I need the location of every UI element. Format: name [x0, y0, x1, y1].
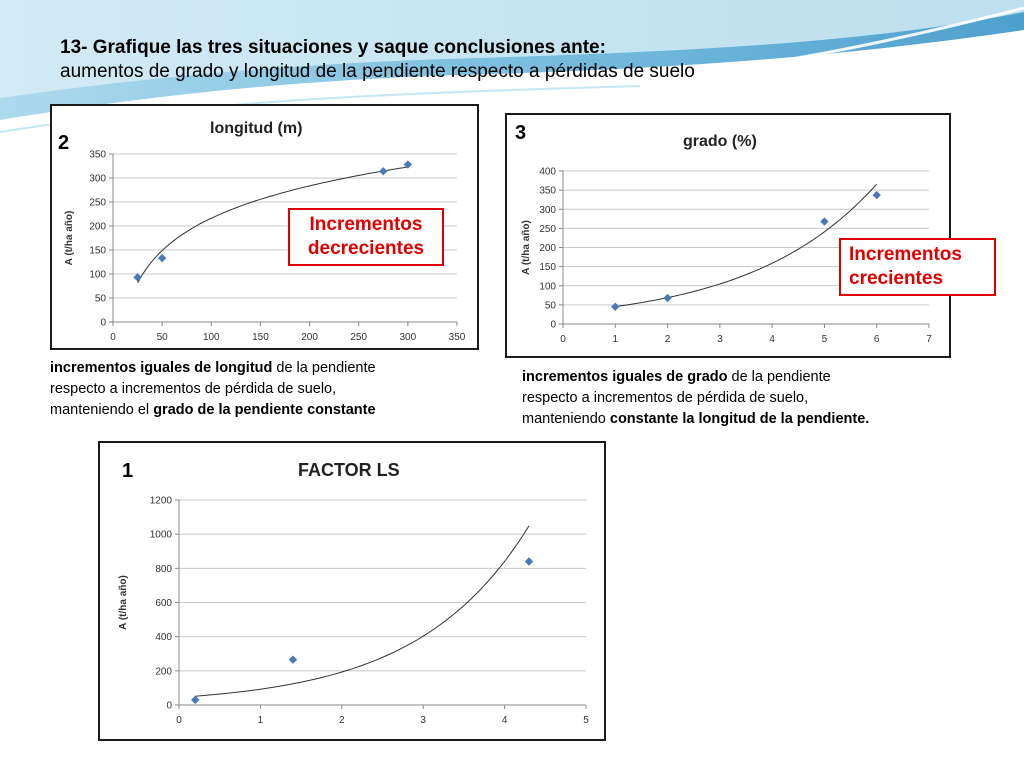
chart-1-ytick-label: 1200 — [150, 496, 173, 507]
chart-3-xtick-label: 6 — [874, 334, 880, 345]
chart-3-point — [820, 217, 829, 226]
chart-3-xtick-label: 3 — [717, 334, 723, 345]
chart-panel-1: 0 200 400 600 800 1000 1200 0 1 2 3 4 5 A (t/ha año) … — [98, 441, 606, 741]
caption-2-text-1: de la pendiente — [272, 360, 376, 376]
chart-3-xtick-label: 1 — [613, 334, 619, 345]
chart-2-svg: 0 50 100 150 200 250 300 350 0 50 100 150 200 250 300 3… — [64, 150, 466, 344]
chart-2-annotation: Incrementos decrecientes — [288, 208, 444, 266]
heading: 13- Grafique las tres situaciones y saqu… — [60, 36, 1010, 84]
caption-3-text-2: respecto a incrementos de pérdida de sue… — [522, 390, 809, 406]
chart-2-annotation-line-1: Incrementos — [309, 214, 423, 235]
chart-3-ytick-label: 100 — [539, 281, 556, 292]
chart-2-ytick-label: 250 — [89, 198, 106, 209]
chart-1-ytick-label: 400 — [155, 632, 172, 643]
chart-1-xtick-label: 5 — [583, 715, 589, 726]
chart-1-xtick-label: 2 — [339, 715, 345, 726]
chart-2-xtick-label: 300 — [400, 332, 417, 343]
chart-2-annotation-line-2: decrecientes — [307, 238, 425, 259]
chart-2-point — [133, 273, 142, 282]
chart-2-xtick-label: 100 — [203, 332, 220, 343]
caption-2-text-3: manteniendo el — [50, 402, 154, 418]
chart-1-point — [524, 557, 534, 566]
chart-2-ytick-label: 350 — [89, 150, 106, 161]
caption-3-bold-1: incrementos iguales de grado — [522, 369, 728, 385]
chart-2-ytick-label: 150 — [89, 246, 106, 257]
chart-3-ytick-label: 300 — [539, 205, 556, 216]
chart-2-ytick-label: 100 — [89, 270, 106, 281]
chart-2-number: 2 — [58, 132, 70, 154]
chart-3-ylabel: A (t/ha año) — [521, 220, 532, 275]
chart-1-ytick-label: 800 — [155, 564, 172, 575]
chart-3-trendline — [615, 183, 878, 308]
caption-chart-3: incrementos iguales de grado de la pendi… — [522, 367, 982, 430]
chart-1-ytick-label: 200 — [155, 666, 172, 677]
caption-3-bold-2: constante la longitud de la pendiente. — [609, 411, 870, 427]
caption-3-text-3: manteniendo — [522, 411, 610, 427]
chart-3-ytick-label: 400 — [539, 167, 556, 178]
chart-1-point — [191, 695, 200, 705]
chart-3-ytick-label: 200 — [539, 243, 556, 254]
chart-3-point — [611, 302, 620, 311]
heading-line-1: 13- Grafique las tres situaciones y saqu… — [60, 37, 606, 58]
chart-3-ytick-label: 250 — [539, 224, 556, 235]
chart-1-xtick-label: 0 — [176, 715, 182, 726]
chart-3-title: grado (%) — [683, 133, 757, 150]
chart-1-svg: 0 200 400 600 800 1000 1200 0 1 2 3 4 5 A (t/ha año) — [118, 496, 589, 727]
caption-2-bold-1: incrementos iguales de longitud — [50, 360, 273, 376]
chart-3-annotation-line-2: crecientes — [849, 268, 944, 289]
chart-2-point — [379, 167, 388, 176]
heading-line-2: aumentos de grado y longitud de la pendi… — [60, 61, 695, 82]
chart-1-ylabel: A (t/ha año) — [118, 575, 129, 630]
caption-3-text-1: de la pendiente — [727, 369, 831, 385]
chart-2-ytick-label: 200 — [89, 222, 106, 233]
chart-2-ytick-label: 300 — [89, 174, 106, 185]
chart-3-ytick-label: 50 — [545, 300, 557, 311]
chart-1-ytick-label: 1000 — [150, 530, 173, 541]
chart-3-ytick-label: 150 — [539, 262, 556, 273]
chart-3-number: 3 — [515, 122, 527, 144]
caption-2-text-2: respecto a incrementos de pérdida de sue… — [50, 381, 337, 397]
chart-1-point — [288, 655, 298, 664]
caption-chart-2: incrementos iguales de longitud de la pe… — [50, 358, 480, 421]
chart-1-ytick-label: 600 — [155, 598, 172, 609]
chart-2-xtick-label: 250 — [350, 332, 367, 343]
chart-3-point — [872, 190, 881, 200]
chart-2-xtick-label: 50 — [157, 332, 169, 343]
chart-2-xtick-label: 150 — [252, 332, 269, 343]
chart-3-xtick-label: 0 — [560, 334, 566, 345]
chart-2-xtick-label: 350 — [449, 332, 466, 343]
chart-2-xtick-label: 200 — [301, 332, 318, 343]
chart-panel-3: 0 50 100 150 200 250 300 350 400 0 1 2 3 4 5 6 7 A (t/ha … — [505, 113, 951, 358]
chart-1-xtick-label: 4 — [502, 715, 508, 726]
caption-2-bold-2: grado de la pendiente constante — [153, 402, 376, 418]
chart-2-ylabel: A (t/ha año) — [64, 211, 75, 266]
chart-2-point — [157, 253, 167, 263]
chart-3-xtick-label: 7 — [926, 334, 932, 345]
chart-1-number: 1 — [122, 460, 134, 482]
chart-2-title: longitud (m) — [210, 120, 303, 137]
chart-1-xtick-label: 3 — [420, 715, 426, 726]
chart-3-point — [663, 293, 672, 303]
chart-3-xtick-label: 4 — [769, 334, 775, 345]
chart-1-ytick-label: 0 — [166, 701, 172, 712]
chart-3-svg: 0 50 100 150 200 250 300 350 400 0 1 2 3 4 5 6 7 A (t/ha … — [521, 167, 932, 346]
chart-1-title: FACTOR LS — [298, 460, 400, 480]
chart-2-ytick-label: 0 — [100, 318, 106, 329]
chart-2-xtick-label: 0 — [110, 332, 116, 343]
chart-2-trendline — [137, 166, 408, 284]
chart-3-ytick-label: 0 — [550, 320, 556, 331]
chart-panel-2: 0 50 100 150 200 250 300 350 0 50 100 150 200 250 300 3… — [50, 104, 479, 350]
chart-3-xtick-label: 5 — [822, 334, 828, 345]
chart-1-trendline — [195, 525, 530, 697]
chart-2-ytick-label: 50 — [95, 294, 107, 305]
chart-1-xtick-label: 1 — [258, 715, 264, 726]
chart-3-annotation: Incrementos crecientes — [839, 238, 996, 296]
chart-3-annotation-line-1: Incrementos — [849, 244, 962, 265]
chart-3-xtick-label: 2 — [665, 334, 671, 345]
chart-3-ytick-label: 350 — [539, 186, 556, 197]
